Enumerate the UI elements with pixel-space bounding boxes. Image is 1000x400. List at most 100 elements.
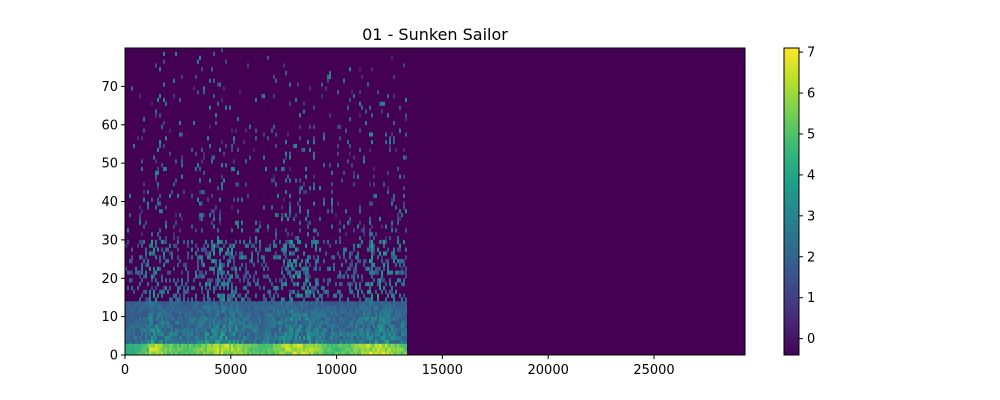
heatmap-cell [339, 255, 341, 260]
heatmap-cell [377, 278, 379, 283]
heatmap-cell [283, 335, 285, 340]
heatmap-cell [133, 308, 135, 314]
heatmap-cell [287, 312, 289, 317]
heatmap-cell [199, 255, 201, 260]
heatmap-cell [175, 213, 177, 218]
heatmap-cell [279, 343, 281, 348]
heatmap-cell [285, 305, 287, 310]
heatmap-cell [367, 324, 369, 329]
heatmap-cell [381, 289, 383, 294]
heatmap-cell [399, 347, 401, 352]
heatmap-cell [379, 266, 381, 271]
heatmap-cell [135, 339, 137, 344]
spectrogram-column [205, 239, 207, 355]
heatmap-cell [259, 220, 261, 225]
heatmap-cell [319, 186, 321, 191]
heatmap-cell [381, 270, 383, 275]
heatmap-cell [313, 335, 315, 340]
y-tick-label: 60 [101, 118, 118, 133]
heatmap-cell [155, 320, 157, 325]
heatmap-cell [213, 328, 215, 333]
heatmap-cell [383, 301, 385, 306]
heatmap-cell [145, 301, 147, 306]
heatmap-cell [371, 243, 373, 248]
heatmap-cell [341, 178, 343, 183]
heatmap-cell [385, 335, 387, 340]
heatmap-cell [379, 301, 381, 306]
heatmap-cell [213, 335, 215, 340]
heatmap-cell [263, 259, 265, 264]
heatmap-cell [347, 328, 349, 333]
heatmap-cell [383, 312, 385, 317]
heatmap-cell [227, 282, 229, 287]
heatmap-cell [327, 301, 329, 306]
heatmap-cell [363, 347, 365, 352]
heatmap-cell [305, 259, 307, 264]
heatmap-cell [343, 320, 345, 325]
heatmap-cell [331, 351, 333, 355]
heatmap-cell [161, 278, 163, 283]
heatmap-cell [313, 105, 315, 110]
heatmap-cell [337, 124, 339, 129]
heatmap-cell [229, 255, 231, 260]
heatmap-cell [215, 343, 217, 348]
heatmap-cell [209, 312, 211, 317]
heatmap-cell [289, 259, 291, 264]
heatmap-cell [161, 239, 163, 245]
heatmap-cell [397, 216, 399, 221]
heatmap-cell [283, 328, 285, 333]
heatmap-cell [257, 301, 259, 306]
heatmap-cell [387, 266, 389, 271]
heatmap-cell [345, 308, 347, 314]
heatmap-cell [305, 243, 307, 248]
heatmap-cell [299, 293, 301, 298]
heatmap-cell [305, 216, 307, 221]
heatmap-cell [313, 236, 315, 241]
heatmap-cell [329, 335, 331, 340]
heatmap-cell [391, 343, 393, 348]
heatmap-cell [247, 270, 249, 275]
heatmap-cell [211, 324, 213, 329]
heatmap-cell [261, 339, 263, 344]
heatmap-cell [265, 274, 267, 279]
heatmap-cell [203, 339, 205, 344]
heatmap-cell [377, 293, 379, 298]
heatmap-cell [401, 351, 403, 355]
heatmap-cell [405, 113, 407, 118]
heatmap-cell [205, 331, 207, 337]
heatmap-cell [203, 305, 205, 310]
heatmap-cell [371, 297, 373, 302]
heatmap-cell [375, 316, 377, 321]
heatmap-cell [375, 328, 377, 333]
heatmap-cell [205, 324, 207, 329]
heatmap-cell [349, 339, 351, 344]
heatmap-cell [195, 74, 197, 79]
heatmap-cell [233, 301, 235, 306]
heatmap-cell [349, 266, 351, 271]
heatmap-cell [223, 285, 225, 291]
heatmap-cell [231, 335, 233, 340]
heatmap-cell [215, 331, 217, 337]
heatmap-cell [183, 239, 185, 245]
heatmap-cell [199, 55, 201, 60]
heatmap-cell [299, 178, 301, 183]
heatmap-cell [327, 293, 329, 298]
heatmap-cell [289, 262, 291, 268]
heatmap-cell [179, 301, 181, 306]
heatmap-cell [193, 347, 195, 352]
heatmap-cell [303, 147, 305, 152]
heatmap-cell [379, 316, 381, 321]
spectrogram-column [283, 63, 285, 355]
heatmap-cell [315, 320, 317, 325]
heatmap-cell [349, 308, 351, 314]
heatmap-cell [195, 335, 197, 340]
spectrogram-column [361, 74, 363, 355]
spectrogram-column [169, 128, 171, 355]
heatmap-cell [213, 305, 215, 310]
heatmap-cell [347, 105, 349, 110]
heatmap-cell [329, 320, 331, 325]
heatmap-cell [361, 339, 363, 344]
heatmap-cell [309, 351, 311, 355]
heatmap-cell [165, 308, 167, 314]
heatmap-cell [299, 197, 301, 202]
